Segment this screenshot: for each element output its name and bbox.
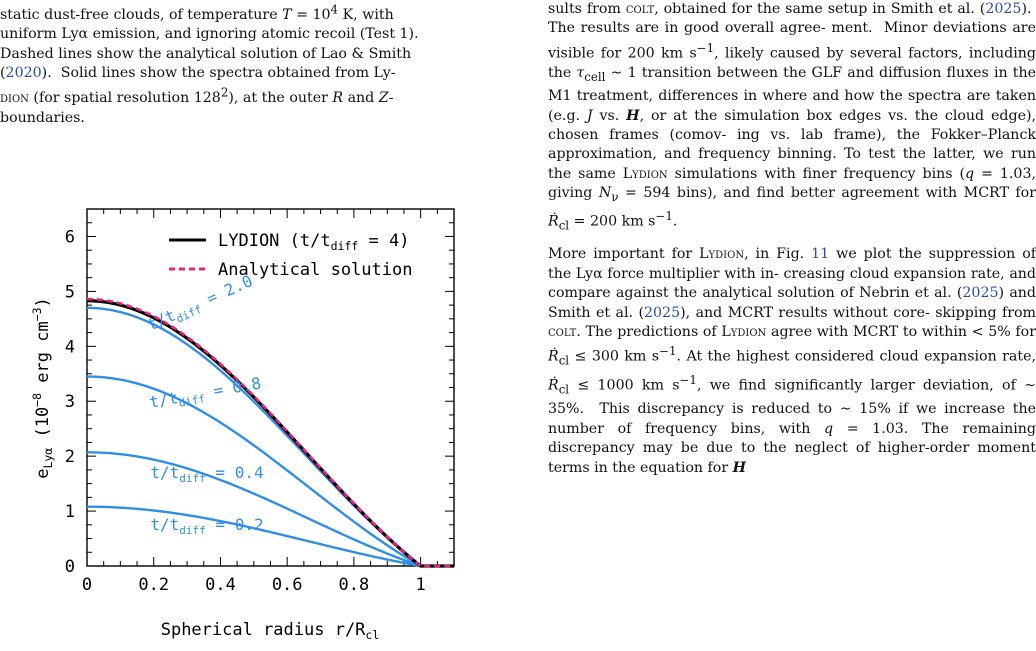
y-tick-label: 4 <box>65 337 75 357</box>
paragraph-1: sults from colt, obtained for the same s… <box>548 1 1036 234</box>
curve-t-tdiff-0-2 <box>86 505 454 568</box>
y-tick-label: 6 <box>65 227 75 247</box>
curve-analytical-solution <box>86 297 454 568</box>
curve-annotations: t/tdiff = 2.0 t/tdiff = 0.8 t/tdiff = 0.4 t… <box>144 271 263 537</box>
caption-line: dion (for spatial resolution 1282), at t… <box>0 85 394 107</box>
annotation-label: t/tdiff = 0.8 <box>148 373 263 414</box>
x-tick-label: 0.8 <box>339 575 370 595</box>
curve-t-tdiff-4 <box>86 299 454 568</box>
caption-line: static dust-free clouds, of temperature … <box>0 2 394 23</box>
y-tick-labels: 0 1 2 3 4 5 6 <box>65 227 75 577</box>
x-axis-label: Spherical radius r/Rcl <box>161 620 380 642</box>
y-tick-label: 1 <box>65 502 75 522</box>
annotation-label: t/tdiff = 0.2 <box>150 515 263 537</box>
right-column: sults from colt, obtained for the same s… <box>548 0 1036 478</box>
legend-label-analytical: Analytical solution <box>218 260 412 280</box>
x-tick-label: 0.2 <box>138 575 169 595</box>
figure-caption: static dust-free clouds, of temperature … <box>0 0 488 128</box>
caption-line: (2020). Solid lines show the spectra obt… <box>0 64 396 81</box>
paragraph-2: More important for Lydion, in Fig. 11 we… <box>548 246 1036 476</box>
x-tick-label: 0 <box>82 575 92 595</box>
caption-line: uniform Lyα emission, and ignoring atomi… <box>0 26 419 43</box>
x-tick-label: 0.6 <box>272 575 303 595</box>
annotation-label: t/tdiff = 0.4 <box>150 463 263 485</box>
legend: LYDION (t/tdiff = 4) Analytical solution <box>169 231 412 280</box>
curve-t-tdiff-2-0 <box>86 306 454 568</box>
x-tick-label: 0.4 <box>205 575 236 595</box>
curve-t-tdiff-0-4 <box>87 451 454 568</box>
y-tick-label: 2 <box>65 447 75 467</box>
caption-line: boundaries. <box>0 109 85 126</box>
annotation-label: t/tdiff = 2.0 <box>144 271 256 337</box>
y-tick-label: 3 <box>65 392 75 412</box>
y-axis-label: eLyα (10−8 erg cm−3) <box>30 297 55 479</box>
y-tick-label: 0 <box>65 557 75 577</box>
x-tick-labels: 0 0.2 0.4 0.6 0.8 1 <box>82 575 426 595</box>
curves <box>86 297 454 568</box>
left-column: static dust-free clouds, of temperature … <box>0 0 488 128</box>
y-tick-label: 5 <box>65 282 75 302</box>
x-tick-label: 1 <box>416 575 426 595</box>
legend-label-lydion: LYDION (t/tdiff = 4) <box>218 231 409 253</box>
axis-ticks <box>86 208 455 567</box>
caption-line: Dashed lines show the analytical solutio… <box>0 45 412 62</box>
curve-t-tdiff-0-8 <box>87 375 454 568</box>
